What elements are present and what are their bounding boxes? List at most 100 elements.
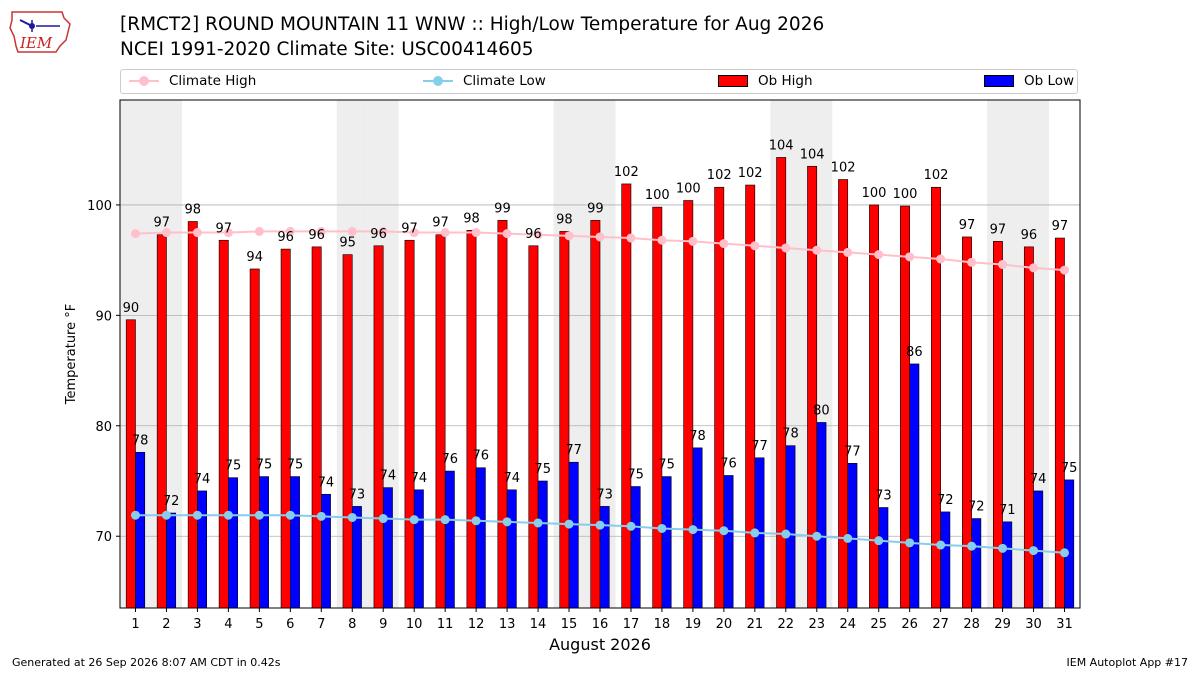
climate-low-point bbox=[998, 543, 1008, 553]
chart-title-line1: [RMCT2] ROUND MOUNTAIN 11 WNW :: High/Lo… bbox=[120, 14, 825, 35]
x-tick-label: 1 bbox=[131, 617, 139, 632]
climate-low-point bbox=[285, 510, 295, 520]
climate-high-point bbox=[967, 257, 977, 267]
ob-low-bar bbox=[568, 461, 579, 608]
legend-swatch-ob-low bbox=[984, 75, 1014, 87]
ob-high-bar bbox=[249, 268, 260, 608]
ob-high-label: 100 bbox=[645, 188, 670, 203]
ob-high-bar bbox=[900, 205, 910, 608]
ob-low-bar bbox=[785, 445, 796, 608]
climate-low-point bbox=[905, 538, 915, 548]
ob-low-label: 86 bbox=[906, 345, 923, 360]
x-tick-label: 7 bbox=[317, 617, 325, 632]
ob-low-label: 76 bbox=[473, 449, 490, 464]
ob-low-bar bbox=[909, 363, 920, 608]
ob-low-bar bbox=[259, 476, 269, 608]
ob-high-bar bbox=[280, 248, 291, 608]
climate-high-point bbox=[936, 254, 946, 264]
climate-low-point bbox=[223, 510, 233, 520]
ob-high-label: 99 bbox=[494, 201, 511, 216]
ob-low-bar bbox=[135, 451, 146, 608]
x-tick-label: 23 bbox=[809, 617, 826, 632]
y-axis-label: Temperature °F bbox=[64, 304, 79, 405]
ob-high-bar bbox=[435, 234, 446, 608]
climate-low-point bbox=[502, 517, 512, 527]
ob-high-label: 104 bbox=[769, 138, 794, 153]
ob-high-bar bbox=[869, 204, 880, 608]
ob-low-bar bbox=[940, 511, 951, 608]
climate-low-point bbox=[130, 510, 140, 520]
ob-low-label: 72 bbox=[163, 494, 180, 509]
ob-low-label: 78 bbox=[132, 433, 149, 448]
climate-high-point bbox=[533, 230, 543, 240]
climate-high-point bbox=[812, 245, 822, 255]
x-tick-label: 25 bbox=[870, 617, 887, 632]
x-tick-label: 31 bbox=[1056, 617, 1073, 632]
climate-low-point bbox=[378, 514, 388, 524]
legend-label-ob-low: Ob Low bbox=[1024, 73, 1075, 89]
weather-vane-hub bbox=[29, 23, 35, 29]
ob-low-label: 75 bbox=[627, 468, 644, 483]
ob-high-bar bbox=[1023, 246, 1034, 608]
climate-high-point bbox=[254, 226, 264, 236]
ob-high-bar bbox=[187, 221, 198, 608]
climate-low-point bbox=[533, 518, 543, 528]
climate-high-point bbox=[161, 228, 171, 238]
climate-low-point bbox=[874, 536, 884, 546]
ob-low-bar bbox=[816, 422, 827, 608]
ob-low-label: 76 bbox=[720, 456, 737, 471]
climate-high-point bbox=[874, 250, 884, 260]
x-tick-label: 20 bbox=[716, 617, 733, 632]
climate-low-point bbox=[967, 541, 977, 551]
ob-high-label: 90 bbox=[123, 301, 140, 316]
ob-low-label: 74 bbox=[503, 471, 520, 486]
legend-label-climate-high: Climate High bbox=[169, 73, 257, 89]
ob-high-label: 102 bbox=[924, 168, 949, 183]
y-tick-label: 100 bbox=[87, 199, 112, 214]
ob-high-bar bbox=[776, 157, 787, 608]
x-tick-label: 3 bbox=[193, 617, 201, 632]
legend: Climate High Climate Low Ob High Ob Low bbox=[120, 69, 1078, 94]
ob-low-bar bbox=[228, 477, 238, 608]
ob-high-bar bbox=[590, 220, 601, 608]
legend-label-ob-high: Ob High bbox=[758, 73, 813, 89]
ob-high-bar bbox=[714, 186, 725, 608]
ob-high-bar bbox=[931, 186, 941, 608]
ob-low-bar bbox=[537, 480, 548, 608]
climate-high-point bbox=[316, 226, 326, 236]
legend-swatch-climate-high bbox=[129, 74, 159, 88]
ob-low-label: 73 bbox=[596, 487, 613, 502]
ob-high-label: 102 bbox=[738, 166, 763, 181]
ob-low-label: 80 bbox=[813, 403, 830, 418]
climate-low-point bbox=[161, 510, 171, 520]
ob-high-label: 102 bbox=[614, 165, 639, 180]
ob-high-label: 102 bbox=[707, 168, 732, 183]
x-tick-label: 15 bbox=[561, 617, 578, 632]
ob-high-bar bbox=[466, 230, 477, 608]
legend-swatch-climate-low bbox=[423, 74, 453, 88]
climate-high-point bbox=[409, 228, 419, 238]
climate-low-point bbox=[347, 512, 357, 522]
climate-high-point bbox=[564, 231, 574, 241]
ob-low-label: 77 bbox=[844, 444, 861, 459]
ob-low-label: 76 bbox=[442, 452, 459, 467]
ob-low-label: 73 bbox=[875, 489, 892, 504]
ob-low-bar bbox=[320, 493, 331, 608]
ob-low-label: 75 bbox=[1061, 461, 1078, 476]
climate-low-point bbox=[316, 511, 326, 521]
legend-item-ob-low: Ob Low bbox=[984, 73, 1074, 89]
climate-low-point bbox=[843, 533, 853, 543]
climate-high-point bbox=[626, 233, 636, 243]
footer-app: IEM Autoplot App #17 bbox=[1066, 656, 1189, 669]
ob-high-bar bbox=[962, 236, 972, 608]
ob-low-bar bbox=[630, 486, 641, 608]
ob-high-bar bbox=[218, 239, 229, 608]
climate-high-point bbox=[223, 228, 233, 238]
ob-high-label: 97 bbox=[215, 221, 232, 236]
climate-low-point bbox=[440, 515, 450, 525]
ob-high-bar bbox=[683, 200, 694, 608]
y-tick-label: 70 bbox=[95, 530, 112, 545]
ob-low-label: 74 bbox=[1030, 472, 1047, 487]
climate-high-point bbox=[347, 226, 357, 236]
